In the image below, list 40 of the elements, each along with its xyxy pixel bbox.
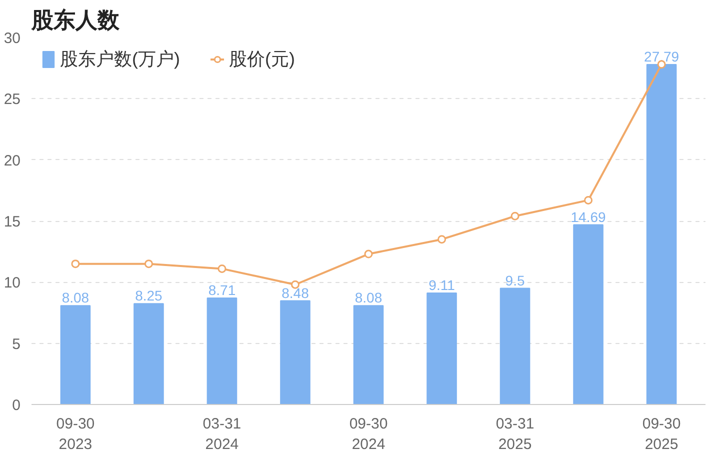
data-label: 8.25	[135, 288, 163, 304]
data-label: 8.48	[282, 284, 310, 301]
legend-label: 股东户数(万户)	[60, 48, 180, 71]
bar	[280, 300, 310, 404]
x-tick-label: 03-31 2024	[202, 416, 242, 453]
data-label: 27.79	[644, 48, 680, 65]
point	[438, 235, 446, 244]
bar	[646, 64, 677, 404]
bar	[500, 288, 530, 404]
x-tick-label: 09-30 2023	[56, 416, 95, 453]
data-label: 14.69	[570, 208, 606, 225]
point	[364, 250, 373, 258]
point	[144, 260, 153, 268]
y-tick-label: 0	[12, 397, 20, 414]
x-tick-label: 03-31 2025	[496, 416, 534, 453]
bar	[206, 297, 238, 404]
y-tick-label: 20	[4, 152, 21, 170]
data-label: 8.08	[62, 290, 90, 306]
bar	[134, 303, 164, 404]
bar	[573, 224, 604, 404]
data-label: 9.5	[505, 272, 525, 288]
data-label: 8.71	[208, 282, 236, 298]
data-label: 9.11	[428, 277, 456, 294]
point	[510, 212, 520, 220]
data-label: 8.08	[354, 290, 382, 306]
bar	[353, 305, 384, 404]
chart-title: 股东人数	[30, 8, 120, 32]
point	[218, 264, 226, 273]
y-tick-label: 30	[4, 30, 21, 47]
y-tick-label: 15	[4, 214, 21, 230]
point	[584, 196, 593, 204]
legend-label: 股价(元)	[229, 48, 295, 71]
x-tick-label: 09-30 2024	[349, 416, 388, 453]
y-tick-label: 25	[4, 91, 21, 108]
y-tick-label: 10	[4, 274, 21, 292]
y-tick-label: 5	[12, 336, 20, 353]
bar	[426, 292, 457, 404]
bar	[60, 305, 91, 404]
x-tick-label: 09-30 2025	[642, 416, 681, 453]
point	[71, 260, 80, 268]
